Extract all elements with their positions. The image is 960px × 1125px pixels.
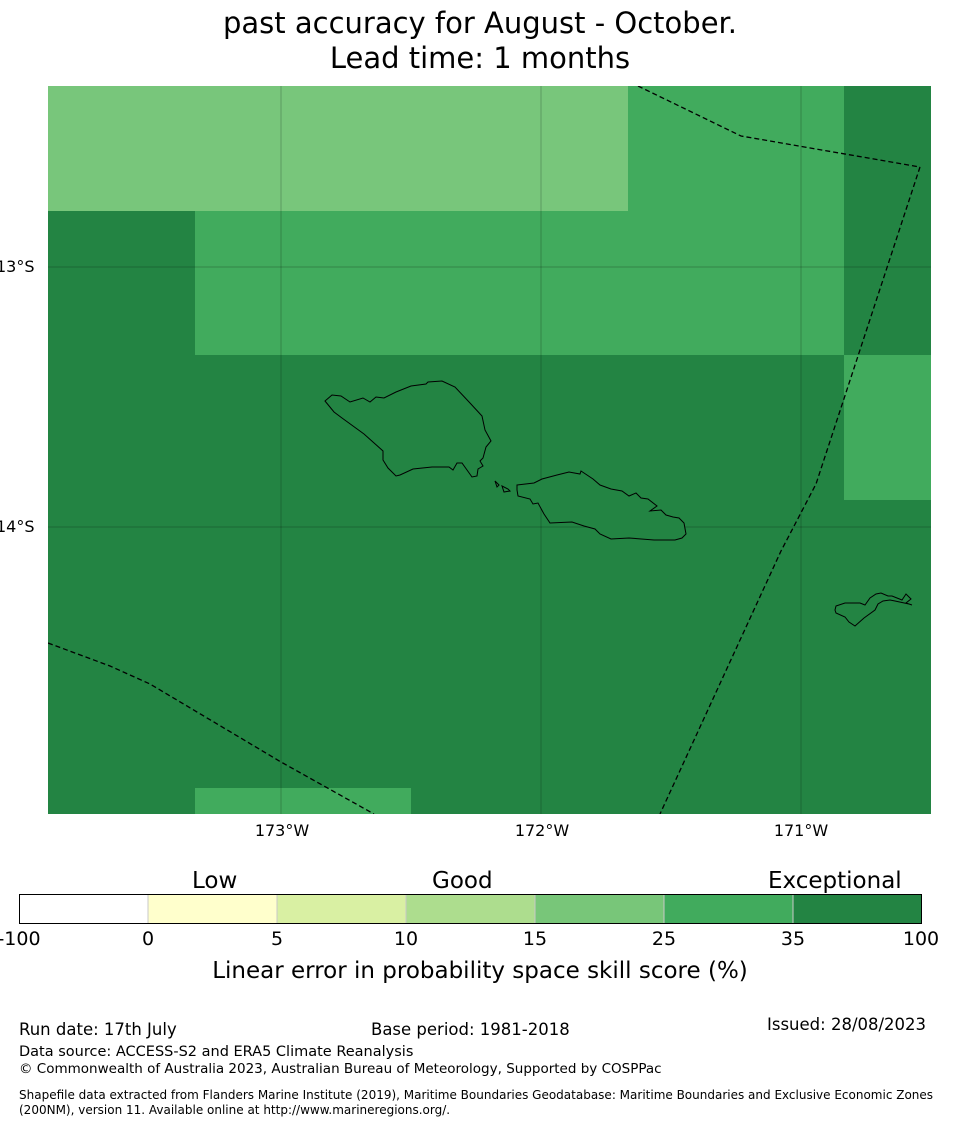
colorbar-segment-5-10 <box>277 894 406 924</box>
colorbar <box>19 894 922 924</box>
lon-label-172w: 172°W <box>514 821 570 840</box>
grid-cell-east-strip <box>844 355 931 500</box>
colorbar-segment-25-35 <box>664 894 793 924</box>
island-manono <box>501 485 512 493</box>
colorbar-tick-15: 15 <box>522 928 548 950</box>
colorbar-category-good: Good <box>432 868 493 894</box>
colorbar-tick-5: 5 <box>270 928 284 950</box>
boundary-line-east <box>659 166 921 814</box>
grid-cell-upper-middle <box>195 211 844 355</box>
lat-label-14s: 14°S <box>0 517 35 536</box>
colorbar-segment-neg100-0 <box>19 894 148 924</box>
colorbar-segment-10-15 <box>406 894 535 924</box>
colorbar-title: Linear error in probability space skill … <box>212 958 748 984</box>
base-period: Base period: 1981-2018 <box>371 1020 570 1039</box>
issued-date: Issued: 28/08/2023 <box>767 1015 927 1034</box>
colorbar-category-low: Low <box>192 868 238 894</box>
colorbar-tick-10: 10 <box>393 928 419 950</box>
run-date: Run date: 17th July <box>19 1020 177 1039</box>
map-title-line-3: Lead time: 1 months <box>329 41 631 75</box>
grid-cell-lower <box>48 355 931 814</box>
grid-cell-north-west <box>48 86 628 211</box>
boundary-line-southwest <box>48 642 375 814</box>
colorbar-tick-0: 0 <box>141 928 155 950</box>
lat-label-13s: 13°S <box>0 257 35 276</box>
islands <box>324 380 913 627</box>
data-source: Data source: ACCESS-S2 and ERA5 Climate … <box>19 1044 414 1060</box>
map-title-line-2: past accuracy for August - October. <box>222 6 738 40</box>
maritime-boundaries <box>48 86 921 814</box>
colorbar-segment-35-100 <box>793 894 922 924</box>
colorbar-category-exceptional: Exceptional <box>768 868 902 894</box>
colorbar-segment-0-5 <box>148 894 277 924</box>
island-tutuila <box>834 592 913 627</box>
island-upolu <box>516 470 687 541</box>
skill-map <box>48 86 931 814</box>
island-apolima <box>494 480 500 488</box>
graticule <box>48 86 931 814</box>
colorbar-tick-25: 25 <box>651 928 677 950</box>
shapefile-credit: Shapefile data extracted from Flanders M… <box>19 1088 934 1117</box>
colorbar-tick-neg100: -100 <box>0 928 41 950</box>
colorbar-tick-100: 100 <box>902 928 940 950</box>
grid-cell-upper-west <box>48 211 195 355</box>
lon-label-173w: 173°W <box>254 821 310 840</box>
skill-map-canvas <box>48 86 931 814</box>
grid-cell-far-east-top <box>844 86 931 355</box>
copyright-notice: © Commonwealth of Australia 2023, Austra… <box>19 1061 662 1077</box>
colorbar-dividers <box>147 894 794 924</box>
colorbar-tick-35: 35 <box>780 928 806 950</box>
boundary-line-north <box>637 86 921 168</box>
colorbar-segment-15-25 <box>535 894 664 924</box>
grid-cell-north-east <box>628 86 844 211</box>
lon-label-171w: 171°W <box>773 821 829 840</box>
grid-cell-south <box>195 788 411 814</box>
colorbar-border <box>19 894 922 924</box>
island-savaii <box>324 380 492 478</box>
